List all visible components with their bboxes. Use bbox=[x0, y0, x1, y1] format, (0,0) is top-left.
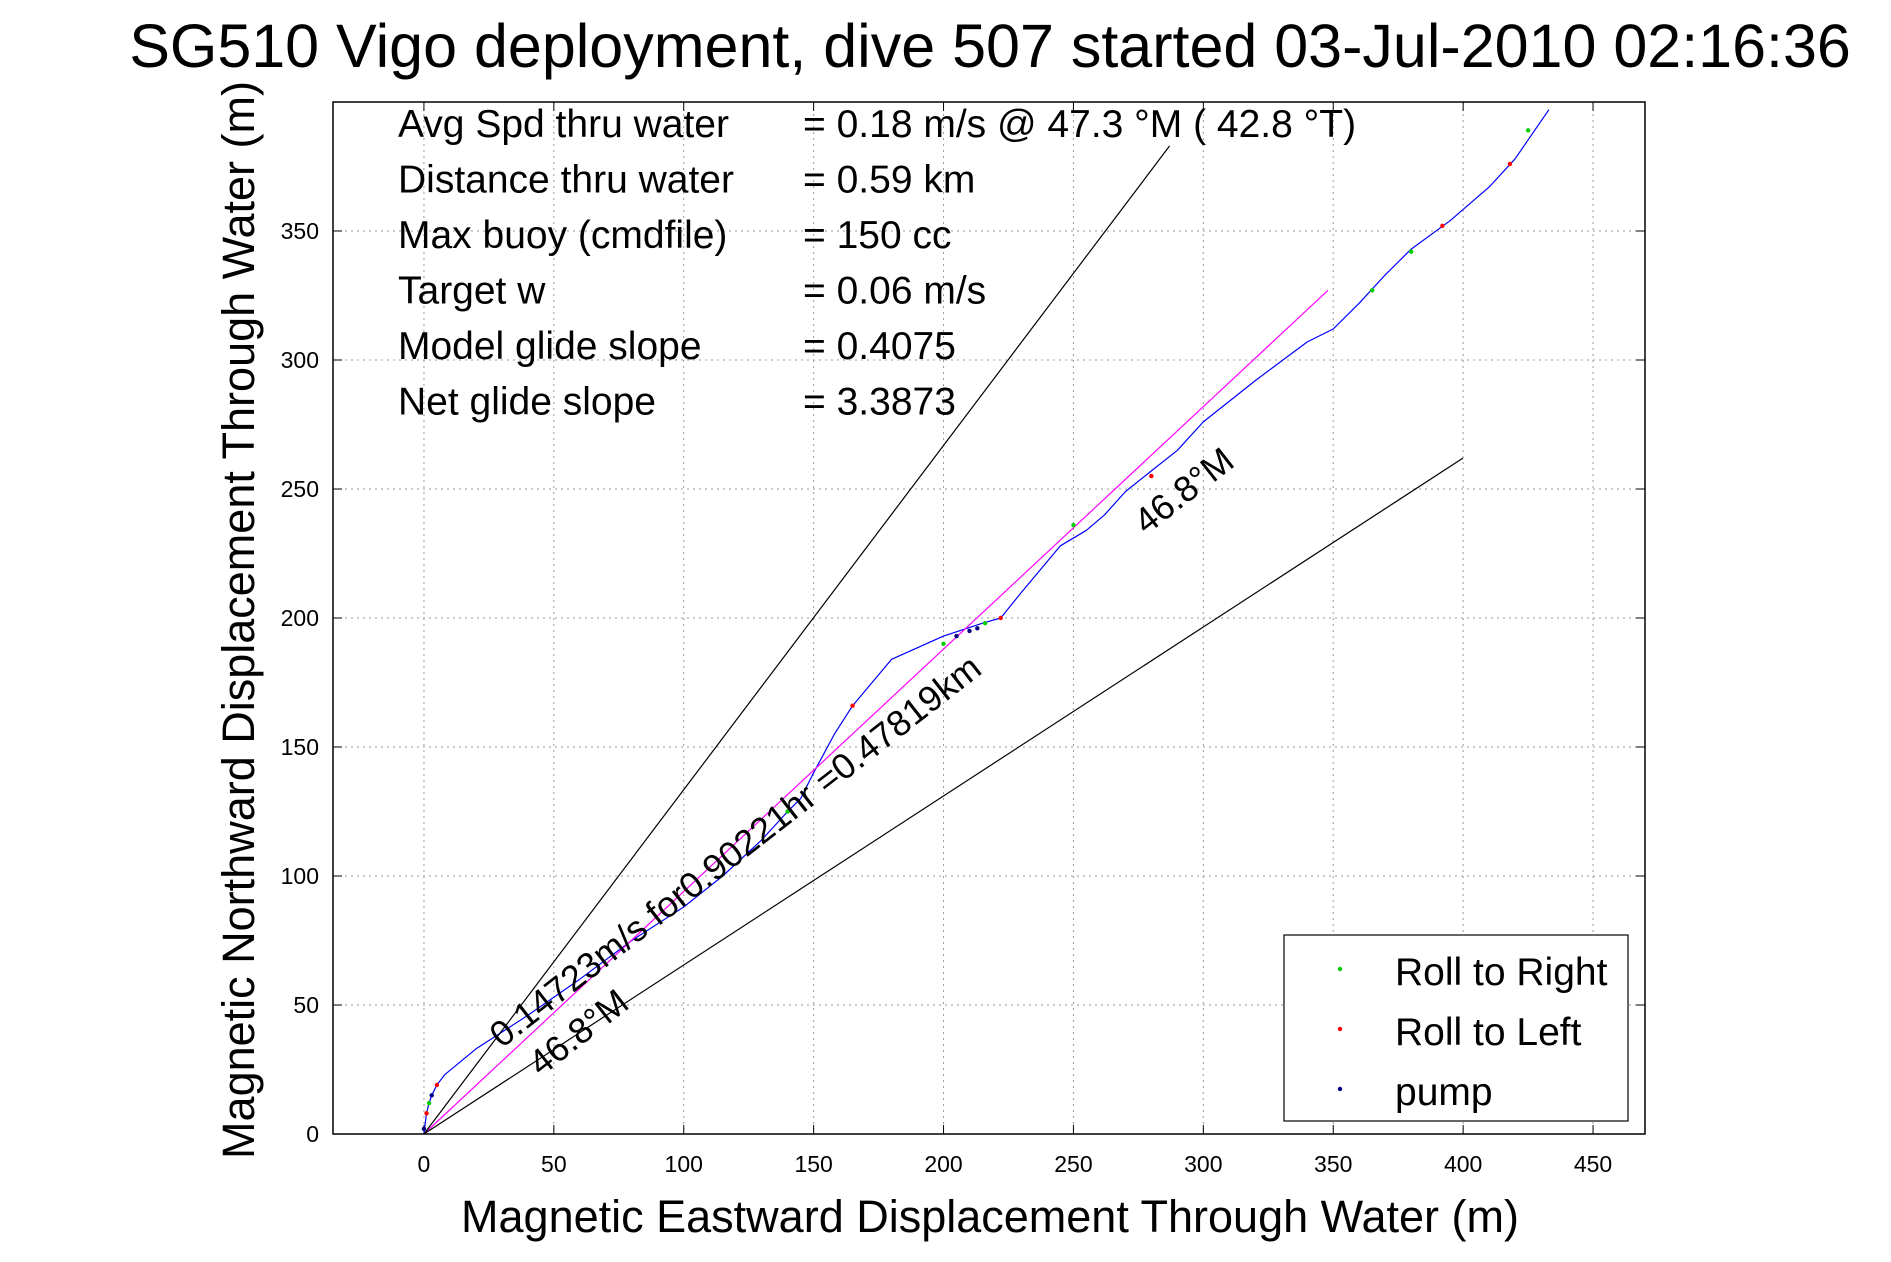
series-line-track bbox=[423, 109, 1550, 1135]
x-tick-label: 300 bbox=[1184, 1151, 1222, 1177]
legend: Roll to Right Roll to Left pump bbox=[1283, 934, 1629, 1122]
axis-ticks: 0 50 100 150 200 250 300 350 400 450 0 50 100 150 200 2… bbox=[281, 102, 1645, 1177]
marker-roll-to-left bbox=[850, 703, 855, 708]
stat-value: = 3.3873 bbox=[803, 381, 956, 424]
x-axis-label: Magnetic Eastward Displacement Through W… bbox=[461, 1191, 1519, 1242]
marker-roll-to-right bbox=[426, 1100, 432, 1106]
stat-label: Target w bbox=[398, 270, 546, 313]
marker-roll-to-right bbox=[1525, 128, 1531, 133]
marker-roll-to-left bbox=[1149, 473, 1154, 479]
series-line-bound-upper bbox=[423, 145, 1171, 1135]
y-tick-label: 100 bbox=[281, 863, 319, 889]
stat-value: = 0.06 m/s bbox=[803, 270, 986, 313]
y-tick-label: 50 bbox=[293, 992, 319, 1018]
stat-value: = 0.59 km bbox=[803, 159, 975, 202]
x-tick-label: 250 bbox=[1054, 1151, 1092, 1177]
series-line-target bbox=[423, 289, 1329, 1135]
data-series bbox=[423, 109, 1550, 1135]
marker-roll-to-right bbox=[982, 620, 988, 626]
series-line-bound-lower bbox=[423, 457, 1464, 1135]
y-tick-label: 0 bbox=[306, 1121, 319, 1147]
stat-value: = 0.4075 bbox=[803, 325, 956, 368]
chart-title: SG510 Vigo deployment, dive 507 started … bbox=[129, 12, 1851, 80]
stat-label: Model glide slope bbox=[398, 325, 702, 368]
x-tick-label: 450 bbox=[1574, 1151, 1612, 1177]
y-axis-label: Magnetic Northward Displacement Through … bbox=[213, 81, 264, 1159]
marker-pump bbox=[421, 1126, 427, 1132]
data-markers bbox=[421, 128, 1531, 1132]
x-tick-label: 400 bbox=[1444, 1151, 1482, 1177]
legend-label: Roll to Right bbox=[1395, 951, 1608, 994]
marker-roll-to-left bbox=[998, 615, 1003, 621]
legend-marker bbox=[1337, 1086, 1343, 1092]
x-tick-label: 50 bbox=[541, 1151, 567, 1177]
x-tick-label: 200 bbox=[924, 1151, 962, 1177]
legend-marker bbox=[1337, 966, 1343, 972]
y-tick-label: 300 bbox=[281, 347, 319, 373]
marker-roll-to-right bbox=[1408, 249, 1414, 254]
marker-roll-to-right bbox=[941, 641, 946, 646]
y-tick-label: 200 bbox=[281, 605, 319, 631]
marker-pump bbox=[967, 628, 972, 634]
annotations: 0.14723m/s for0.90221hr =0.47819km 46.8°M… bbox=[482, 439, 1242, 1084]
stat-label: Net glide slope bbox=[398, 381, 656, 424]
marker-roll-to-left bbox=[424, 1111, 429, 1116]
stat-label: Avg Spd thru water bbox=[398, 103, 729, 146]
legend-marker bbox=[1337, 1026, 1343, 1032]
stat-label: Distance thru water bbox=[398, 159, 734, 202]
y-tick-label: 250 bbox=[281, 476, 319, 502]
x-tick-label: 350 bbox=[1314, 1151, 1352, 1177]
marker-roll-to-left bbox=[1507, 161, 1513, 167]
y-tick-label: 350 bbox=[281, 218, 319, 244]
x-tick-label: 100 bbox=[665, 1151, 703, 1177]
stat-value: = 150 cc bbox=[803, 214, 952, 257]
stat-value: = 0.18 m/s @ 47.3 °M ( 42.8 °T) bbox=[803, 103, 1356, 146]
annotation-text: 46.8°M bbox=[1126, 439, 1241, 542]
marker-roll-to-right bbox=[1370, 288, 1375, 293]
stat-label: Max buoy (cmdfile) bbox=[398, 214, 727, 257]
x-tick-label: 150 bbox=[794, 1151, 832, 1177]
x-tick-label: 0 bbox=[418, 1151, 431, 1177]
legend-label: Roll to Left bbox=[1395, 1011, 1582, 1054]
stats-block: Avg Spd thru water = 0.18 m/s @ 47.3 °M (… bbox=[398, 103, 1356, 424]
marker-roll-to-right bbox=[1071, 522, 1076, 528]
marker-pump bbox=[429, 1093, 434, 1098]
marker-pump bbox=[954, 633, 959, 639]
marker-roll-to-left bbox=[434, 1082, 440, 1088]
marker-roll-to-left bbox=[1440, 223, 1445, 229]
y-tick-label: 150 bbox=[281, 734, 319, 760]
annotation-text: 0.14723m/s for0.90221hr =0.47819km bbox=[482, 646, 989, 1055]
legend-label: pump bbox=[1395, 1071, 1493, 1114]
marker-roll-to-right bbox=[785, 809, 790, 814]
marker-pump bbox=[975, 626, 980, 631]
